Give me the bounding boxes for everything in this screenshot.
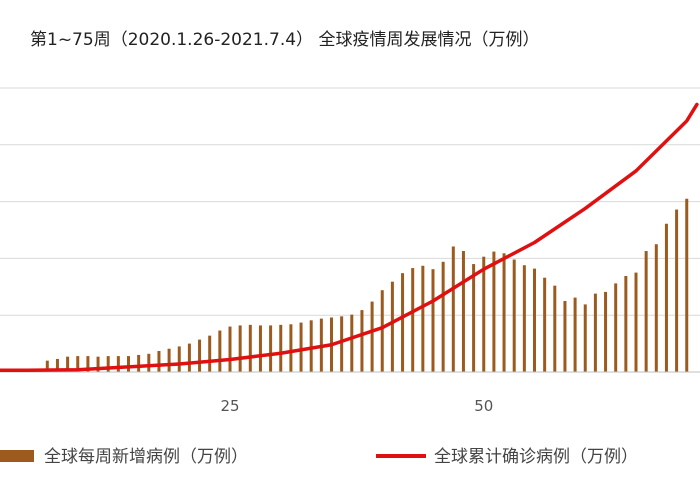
bar-weekly-week-40 (380, 290, 384, 372)
bar-weekly-week-19 (167, 348, 171, 372)
bar-weekly-week-23 (208, 335, 212, 372)
bar-weekly-week-48 (461, 251, 465, 372)
bar-weekly-week-43 (411, 268, 415, 372)
chart-title: 第1~75周（2020.1.26-2021.7.4） 全球疫情周发展情况（万例） (30, 30, 540, 50)
bar-weekly-week-32 (299, 322, 303, 372)
bar-weekly-week-68 (664, 223, 668, 372)
bar-weekly-week-45 (431, 269, 435, 372)
bar-weekly-week-52 (502, 253, 506, 372)
x-tick-label-50: 50 (474, 397, 493, 415)
bar-weekly-week-58 (563, 301, 567, 372)
bar-weekly-week-24 (218, 330, 222, 372)
bar-weekly-week-16 (137, 354, 141, 372)
bar-weekly-week-50 (482, 256, 486, 372)
bar-weekly-week-22 (198, 339, 202, 372)
bar-weekly-week-51 (492, 251, 496, 372)
bar-weekly-week-38 (360, 310, 364, 372)
bar-weekly-week-31 (289, 324, 293, 372)
bar-weekly-week-10 (76, 356, 80, 372)
legend-label-weekly: 全球每周新增病例（万例） (44, 447, 248, 467)
bar-weekly-week-29 (269, 325, 273, 372)
bar-weekly-week-64 (624, 276, 628, 372)
bar-weekly-week-21 (187, 343, 191, 372)
bar-weekly-week-17 (147, 353, 151, 372)
bar-weekly-week-47 (451, 246, 455, 372)
legend-label-cumulative: 全球累计确诊病例（万例） (434, 447, 638, 467)
bar-weekly-week-12 (96, 356, 100, 372)
bar-weekly-week-18 (157, 350, 161, 372)
bar-weekly-week-7 (45, 360, 49, 372)
bar-weekly-week-20 (177, 346, 181, 372)
bar-weekly-week-46 (441, 261, 445, 372)
bar-weekly-week-41 (390, 281, 394, 372)
x-tick-label-25: 25 (220, 397, 239, 415)
bar-weekly-week-13 (106, 356, 110, 372)
bar-weekly-week-15 (127, 356, 130, 372)
bar-weekly-week-11 (86, 356, 90, 372)
bar-weekly-week-37 (350, 314, 354, 372)
bar-weekly-week-9 (66, 356, 70, 372)
bar-weekly-week-61 (593, 293, 597, 372)
bar-weekly-week-27 (248, 324, 252, 372)
bar-weekly-week-8 (55, 358, 59, 372)
bar-weekly-week-39 (370, 301, 374, 372)
bar-weekly-week-53 (512, 259, 516, 372)
bar-weekly-week-26 (238, 325, 242, 372)
bar-weekly-week-33 (309, 320, 313, 372)
bar-weekly-week-36 (340, 316, 344, 372)
bar-weekly-week-44 (421, 265, 425, 372)
bar-weekly-week-42 (401, 273, 405, 372)
bar-weekly-week-63 (614, 283, 618, 372)
bar-weekly-week-55 (533, 268, 536, 372)
bar-weekly-week-66 (644, 251, 648, 372)
bar-weekly-week-62 (604, 291, 608, 372)
bar-weekly-week-69 (675, 209, 679, 372)
bar-weekly-week-49 (472, 264, 476, 372)
bar-weekly-week-30 (279, 324, 283, 372)
bar-weekly-week-57 (553, 285, 557, 372)
bar-weekly-week-56 (543, 277, 547, 372)
bar-weekly-week-14 (116, 356, 120, 372)
bar-weekly-week-70 (685, 198, 689, 372)
bar-weekly-week-25 (228, 326, 232, 372)
bar-weekly-week-54 (522, 265, 526, 372)
bar-weekly-week-28 (258, 325, 262, 372)
line-cumulative (0, 102, 699, 373)
bar-weekly-week-59 (573, 297, 577, 372)
bar-weekly-week-65 (634, 272, 638, 372)
legend-swatch-weekly (0, 450, 34, 462)
bar-weekly-week-67 (654, 244, 658, 372)
bar-weekly-week-60 (583, 304, 587, 372)
